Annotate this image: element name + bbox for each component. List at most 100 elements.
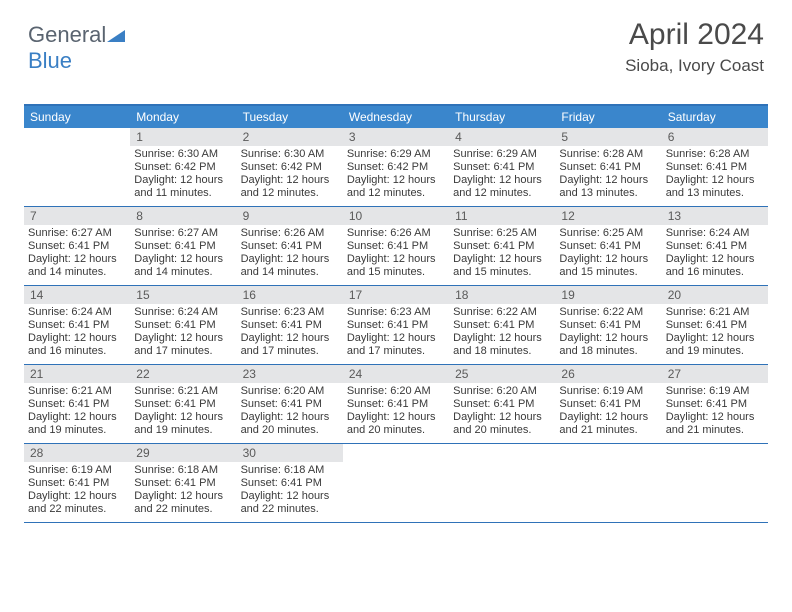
sunset-line: Sunset: 6:41 PM — [559, 240, 657, 253]
daylight-line: Daylight: 12 hours and 12 minutes. — [347, 174, 445, 200]
day-cell: 8Sunrise: 6:27 AMSunset: 6:41 PMDaylight… — [130, 207, 236, 285]
week-row: 1Sunrise: 6:30 AMSunset: 6:42 PMDaylight… — [24, 128, 768, 207]
day-cell: 17Sunrise: 6:23 AMSunset: 6:41 PMDayligh… — [343, 286, 449, 364]
sunrise-line: Sunrise: 6:20 AM — [241, 385, 339, 398]
sunrise-line: Sunrise: 6:28 AM — [559, 148, 657, 161]
day-cell: 7Sunrise: 6:27 AMSunset: 6:41 PMDaylight… — [24, 207, 130, 285]
day-details: Sunrise: 6:21 AMSunset: 6:41 PMDaylight:… — [130, 383, 236, 443]
sunrise-line: Sunrise: 6:29 AM — [347, 148, 445, 161]
day-cell: 15Sunrise: 6:24 AMSunset: 6:41 PMDayligh… — [130, 286, 236, 364]
day-cell: 12Sunrise: 6:25 AMSunset: 6:41 PMDayligh… — [555, 207, 661, 285]
day-details: Sunrise: 6:28 AMSunset: 6:41 PMDaylight:… — [555, 146, 661, 206]
day-details: Sunrise: 6:23 AMSunset: 6:41 PMDaylight:… — [343, 304, 449, 364]
day-cell: 25Sunrise: 6:20 AMSunset: 6:41 PMDayligh… — [449, 365, 555, 443]
day-cell: 2Sunrise: 6:30 AMSunset: 6:42 PMDaylight… — [237, 128, 343, 206]
day-cell: 27Sunrise: 6:19 AMSunset: 6:41 PMDayligh… — [662, 365, 768, 443]
sunset-line: Sunset: 6:42 PM — [347, 161, 445, 174]
day-details: Sunrise: 6:28 AMSunset: 6:41 PMDaylight:… — [662, 146, 768, 206]
empty-cell — [449, 444, 555, 522]
logo-text-blue: Blue — [28, 48, 72, 73]
week-row: 21Sunrise: 6:21 AMSunset: 6:41 PMDayligh… — [24, 365, 768, 444]
day-details: Sunrise: 6:29 AMSunset: 6:42 PMDaylight:… — [343, 146, 449, 206]
sunset-line: Sunset: 6:41 PM — [453, 240, 551, 253]
day-details: Sunrise: 6:19 AMSunset: 6:41 PMDaylight:… — [662, 383, 768, 443]
sunset-line: Sunset: 6:41 PM — [28, 319, 126, 332]
sunset-line: Sunset: 6:41 PM — [559, 161, 657, 174]
sunrise-line: Sunrise: 6:28 AM — [666, 148, 764, 161]
day-cell: 26Sunrise: 6:19 AMSunset: 6:41 PMDayligh… — [555, 365, 661, 443]
sunset-line: Sunset: 6:41 PM — [347, 398, 445, 411]
day-details: Sunrise: 6:27 AMSunset: 6:41 PMDaylight:… — [24, 225, 130, 285]
weekday-header-friday: Friday — [555, 106, 661, 128]
sunrise-line: Sunrise: 6:27 AM — [134, 227, 232, 240]
daylight-line: Daylight: 12 hours and 14 minutes. — [134, 253, 232, 279]
day-number: 21 — [24, 365, 130, 383]
day-cell: 24Sunrise: 6:20 AMSunset: 6:41 PMDayligh… — [343, 365, 449, 443]
day-number: 24 — [343, 365, 449, 383]
day-details: Sunrise: 6:27 AMSunset: 6:41 PMDaylight:… — [130, 225, 236, 285]
day-number: 15 — [130, 286, 236, 304]
day-details: Sunrise: 6:26 AMSunset: 6:41 PMDaylight:… — [237, 225, 343, 285]
day-cell: 1Sunrise: 6:30 AMSunset: 6:42 PMDaylight… — [130, 128, 236, 206]
day-cell: 16Sunrise: 6:23 AMSunset: 6:41 PMDayligh… — [237, 286, 343, 364]
day-cell: 14Sunrise: 6:24 AMSunset: 6:41 PMDayligh… — [24, 286, 130, 364]
day-details: Sunrise: 6:20 AMSunset: 6:41 PMDaylight:… — [449, 383, 555, 443]
title-block: April 2024 Sioba, Ivory Coast — [625, 18, 764, 76]
day-number: 12 — [555, 207, 661, 225]
empty-cell — [24, 128, 130, 206]
day-cell: 18Sunrise: 6:22 AMSunset: 6:41 PMDayligh… — [449, 286, 555, 364]
day-details: Sunrise: 6:21 AMSunset: 6:41 PMDaylight:… — [662, 304, 768, 364]
day-cell: 30Sunrise: 6:18 AMSunset: 6:41 PMDayligh… — [237, 444, 343, 522]
daylight-line: Daylight: 12 hours and 18 minutes. — [453, 332, 551, 358]
sunrise-line: Sunrise: 6:30 AM — [134, 148, 232, 161]
day-number: 29 — [130, 444, 236, 462]
day-details: Sunrise: 6:20 AMSunset: 6:41 PMDaylight:… — [343, 383, 449, 443]
day-details: Sunrise: 6:25 AMSunset: 6:41 PMDaylight:… — [555, 225, 661, 285]
sunrise-line: Sunrise: 6:24 AM — [666, 227, 764, 240]
day-number: 11 — [449, 207, 555, 225]
day-cell: 22Sunrise: 6:21 AMSunset: 6:41 PMDayligh… — [130, 365, 236, 443]
weekday-header-wednesday: Wednesday — [343, 106, 449, 128]
sunset-line: Sunset: 6:41 PM — [134, 398, 232, 411]
sunset-line: Sunset: 6:41 PM — [28, 240, 126, 253]
sunrise-line: Sunrise: 6:23 AM — [241, 306, 339, 319]
sunset-line: Sunset: 6:41 PM — [134, 477, 232, 490]
sunset-line: Sunset: 6:42 PM — [241, 161, 339, 174]
sunrise-line: Sunrise: 6:22 AM — [559, 306, 657, 319]
daylight-line: Daylight: 12 hours and 22 minutes. — [134, 490, 232, 516]
day-details: Sunrise: 6:24 AMSunset: 6:41 PMDaylight:… — [24, 304, 130, 364]
daylight-line: Daylight: 12 hours and 20 minutes. — [347, 411, 445, 437]
day-number: 8 — [130, 207, 236, 225]
weekday-header-tuesday: Tuesday — [237, 106, 343, 128]
sunrise-line: Sunrise: 6:24 AM — [28, 306, 126, 319]
daylight-line: Daylight: 12 hours and 20 minutes. — [453, 411, 551, 437]
day-details: Sunrise: 6:20 AMSunset: 6:41 PMDaylight:… — [237, 383, 343, 443]
day-cell: 23Sunrise: 6:20 AMSunset: 6:41 PMDayligh… — [237, 365, 343, 443]
daylight-line: Daylight: 12 hours and 21 minutes. — [666, 411, 764, 437]
day-details: Sunrise: 6:19 AMSunset: 6:41 PMDaylight:… — [24, 462, 130, 522]
sunrise-line: Sunrise: 6:20 AM — [453, 385, 551, 398]
day-number: 28 — [24, 444, 130, 462]
daylight-line: Daylight: 12 hours and 14 minutes. — [241, 253, 339, 279]
day-number: 9 — [237, 207, 343, 225]
daylight-line: Daylight: 12 hours and 12 minutes. — [453, 174, 551, 200]
sunrise-line: Sunrise: 6:21 AM — [666, 306, 764, 319]
day-number: 16 — [237, 286, 343, 304]
weekday-header-saturday: Saturday — [662, 106, 768, 128]
empty-cell — [343, 444, 449, 522]
day-details: Sunrise: 6:18 AMSunset: 6:41 PMDaylight:… — [130, 462, 236, 522]
sunrise-line: Sunrise: 6:30 AM — [241, 148, 339, 161]
sunset-line: Sunset: 6:41 PM — [134, 240, 232, 253]
sunrise-line: Sunrise: 6:18 AM — [134, 464, 232, 477]
daylight-line: Daylight: 12 hours and 13 minutes. — [559, 174, 657, 200]
sunset-line: Sunset: 6:41 PM — [559, 398, 657, 411]
day-number: 1 — [130, 128, 236, 146]
daylight-line: Daylight: 12 hours and 12 minutes. — [241, 174, 339, 200]
daylight-line: Daylight: 12 hours and 21 minutes. — [559, 411, 657, 437]
sunrise-line: Sunrise: 6:22 AM — [453, 306, 551, 319]
day-cell: 28Sunrise: 6:19 AMSunset: 6:41 PMDayligh… — [24, 444, 130, 522]
day-number: 6 — [662, 128, 768, 146]
daylight-line: Daylight: 12 hours and 19 minutes. — [666, 332, 764, 358]
sunset-line: Sunset: 6:41 PM — [559, 319, 657, 332]
day-details: Sunrise: 6:25 AMSunset: 6:41 PMDaylight:… — [449, 225, 555, 285]
